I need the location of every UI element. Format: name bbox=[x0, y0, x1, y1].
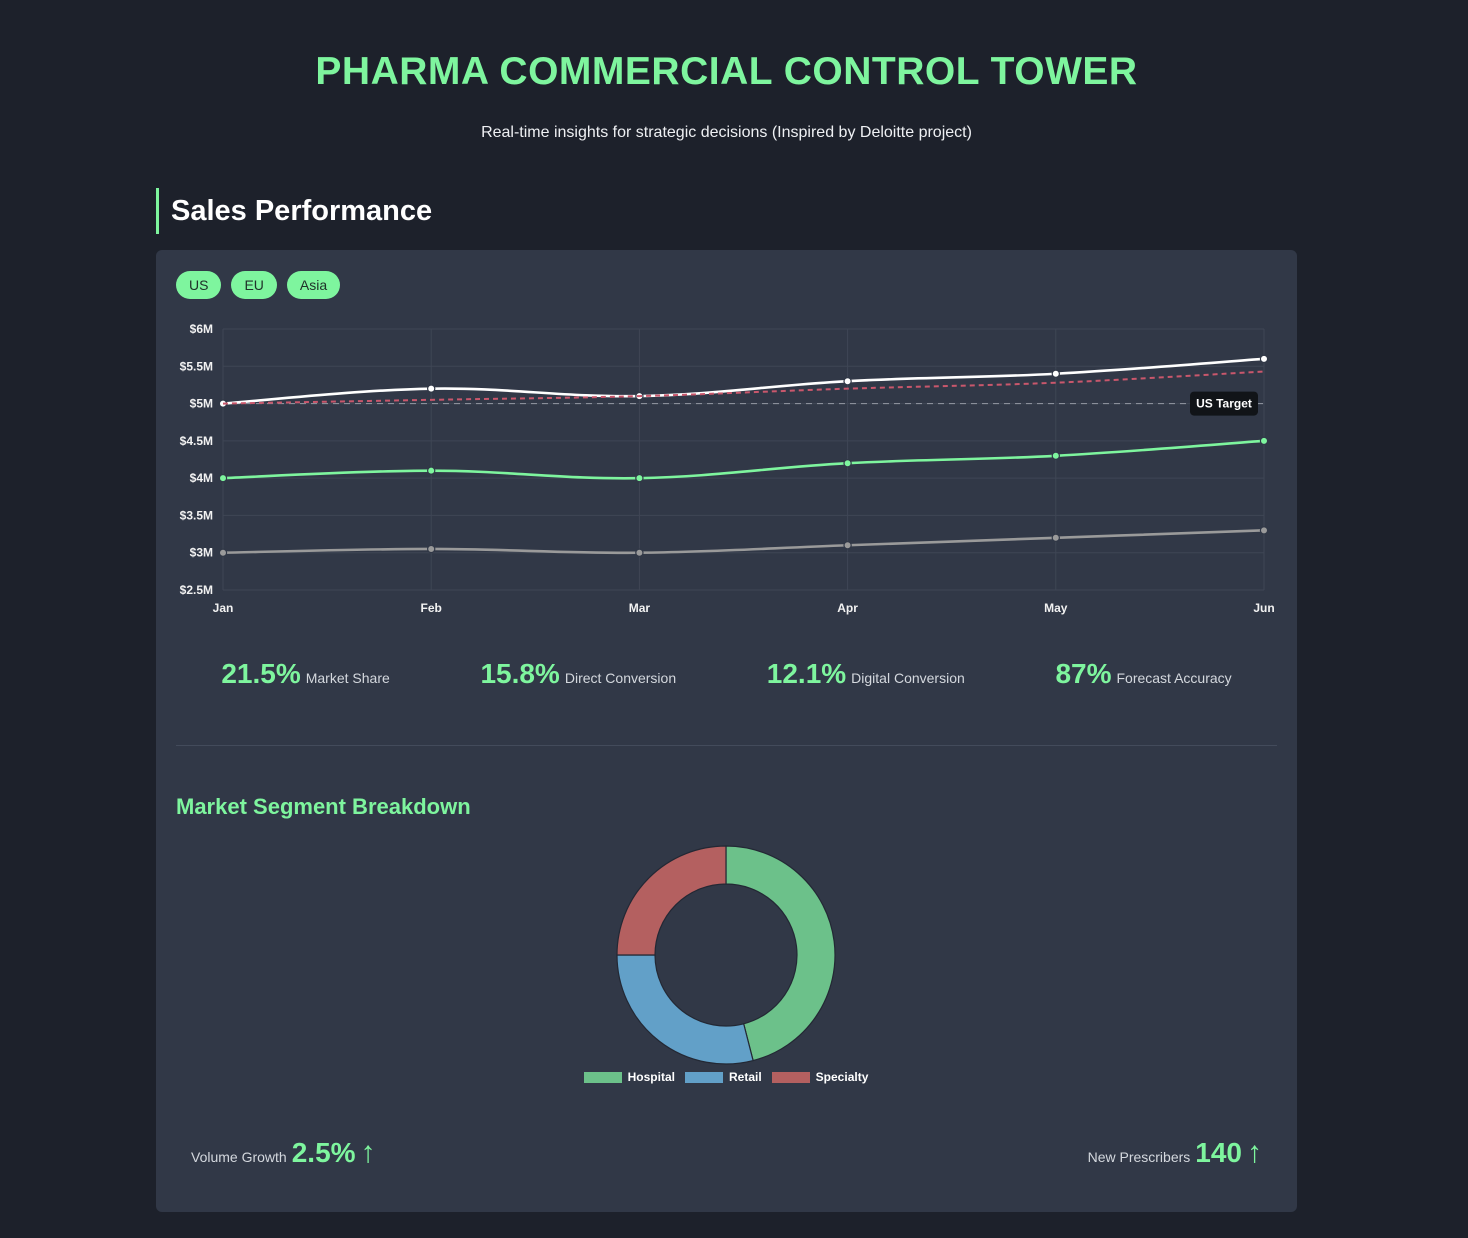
page-title: PHARMA COMMERCIAL CONTROL TOWER bbox=[315, 50, 1138, 93]
donut-slice-specialty bbox=[616, 845, 727, 956]
data-point bbox=[218, 548, 228, 557]
kpi-digital-conversion: 12.1% Digital Conversion bbox=[767, 658, 965, 690]
data-point bbox=[427, 544, 436, 554]
kpi-row: 21.5% Market Share 15.8% Direct Conversi… bbox=[176, 658, 1277, 690]
x-tick-label: Jan bbox=[213, 601, 234, 615]
region-button-eu[interactable]: EU bbox=[231, 271, 277, 299]
volume-growth-label: Volume Growth bbox=[191, 1149, 287, 1165]
kpi-label: Forecast Accuracy bbox=[1116, 670, 1232, 686]
y-tick-label: $4M bbox=[190, 471, 213, 485]
legend-item-hospital[interactable]: Hospital bbox=[583, 1070, 675, 1084]
up-arrow-icon: ↑ bbox=[1247, 1136, 1262, 1169]
y-tick-label: $2.5M bbox=[180, 583, 213, 597]
forecast-series-line bbox=[222, 370, 1265, 405]
legend-label: Hospital bbox=[627, 1070, 675, 1084]
target-annotation: US Target bbox=[1190, 391, 1258, 416]
kpi-market-share: 21.5% Market Share bbox=[221, 658, 389, 690]
region-button-asia[interactable]: Asia bbox=[286, 271, 341, 299]
data-point bbox=[1051, 369, 1061, 378]
kpi-direct-conversion: 15.8% Direct Conversion bbox=[480, 658, 676, 690]
y-tick-label: $6M bbox=[190, 322, 213, 336]
legend-label: Specialty bbox=[815, 1070, 869, 1084]
data-point bbox=[843, 376, 852, 386]
section-header: Sales Performance bbox=[156, 188, 432, 234]
data-point bbox=[1259, 354, 1269, 364]
segment-title: Market Segment Breakdown bbox=[176, 794, 471, 819]
kpi-forecast-accuracy: 87% Forecast Accuracy bbox=[1055, 658, 1231, 690]
legend-swatch bbox=[583, 1071, 622, 1083]
legend-label: Retail bbox=[728, 1070, 762, 1084]
data-point bbox=[1259, 436, 1269, 446]
kpi-label: Direct Conversion bbox=[564, 670, 677, 686]
kpi-value: 12.1% bbox=[766, 658, 847, 689]
data-point bbox=[635, 548, 644, 557]
legend-item-specialty[interactable]: Specialty bbox=[771, 1070, 869, 1084]
data-point bbox=[427, 466, 436, 475]
y-tick-label: $5.5M bbox=[180, 359, 213, 373]
y-tick-label: $4.5M bbox=[180, 434, 213, 448]
region-filter: US EU Asia bbox=[176, 271, 341, 299]
y-tick-label: $3.5M bbox=[180, 508, 213, 522]
volume-growth-value: 2.5% bbox=[291, 1137, 356, 1168]
series-line-1 bbox=[222, 439, 1265, 480]
legend-swatch bbox=[771, 1071, 810, 1083]
x-tick-label: Apr bbox=[837, 601, 858, 615]
x-tick-label: Mar bbox=[629, 601, 651, 615]
section-title: Sales Performance bbox=[171, 194, 433, 227]
x-tick-label: May bbox=[1044, 601, 1068, 615]
y-tick-label: $5M bbox=[190, 397, 213, 411]
annotation-box bbox=[1190, 391, 1258, 416]
donut-slice-retail bbox=[616, 954, 754, 1065]
y-tick-label: $3M bbox=[190, 546, 213, 560]
legend-item-retail[interactable]: Retail bbox=[684, 1070, 762, 1084]
sales-performance-panel: $6M $5.5M $5M $4.5M $4M $3.5M $3M $2.5M Jan Feb Ma… bbox=[156, 250, 1297, 1212]
series-line-2 bbox=[222, 529, 1265, 555]
new-prescribers-stat: New Prescribers 140 ↑ bbox=[1088, 1136, 1262, 1170]
series-line-0 bbox=[222, 357, 1265, 405]
data-point bbox=[843, 459, 852, 468]
divider bbox=[176, 745, 1277, 746]
kpi-label: Digital Conversion bbox=[851, 670, 965, 686]
new-prescribers-value: 140 bbox=[1195, 1137, 1242, 1168]
segment-donut-chart bbox=[616, 845, 836, 1065]
region-button-us[interactable]: US bbox=[176, 271, 222, 299]
up-arrow-icon: ↑ bbox=[360, 1136, 376, 1169]
kpi-value: 21.5% bbox=[221, 658, 301, 689]
data-point bbox=[1051, 451, 1061, 460]
annotation-label: US Target bbox=[1196, 397, 1252, 411]
legend-swatch bbox=[684, 1071, 723, 1083]
data-point bbox=[1051, 533, 1061, 542]
data-point bbox=[843, 541, 852, 550]
data-point bbox=[635, 473, 644, 483]
data-point bbox=[427, 384, 436, 393]
data-point bbox=[218, 473, 228, 483]
kpi-value: 87% bbox=[1055, 658, 1112, 689]
x-tick-label: Feb bbox=[421, 601, 442, 615]
data-point bbox=[1259, 526, 1269, 535]
donut-slice-hospital bbox=[725, 845, 836, 1062]
kpi-value: 15.8% bbox=[480, 658, 560, 689]
page-subtitle: Real-time insights for strategic decisio… bbox=[481, 124, 972, 141]
kpi-label: Market Share bbox=[305, 670, 390, 686]
x-tick-label: Jun bbox=[1253, 601, 1274, 615]
new-prescribers-label: New Prescribers bbox=[1087, 1149, 1191, 1165]
volume-growth-stat: Volume Growth 2.5% ↑ bbox=[191, 1136, 376, 1170]
donut-legend: Hospital Retail Specialty bbox=[583, 1070, 869, 1084]
